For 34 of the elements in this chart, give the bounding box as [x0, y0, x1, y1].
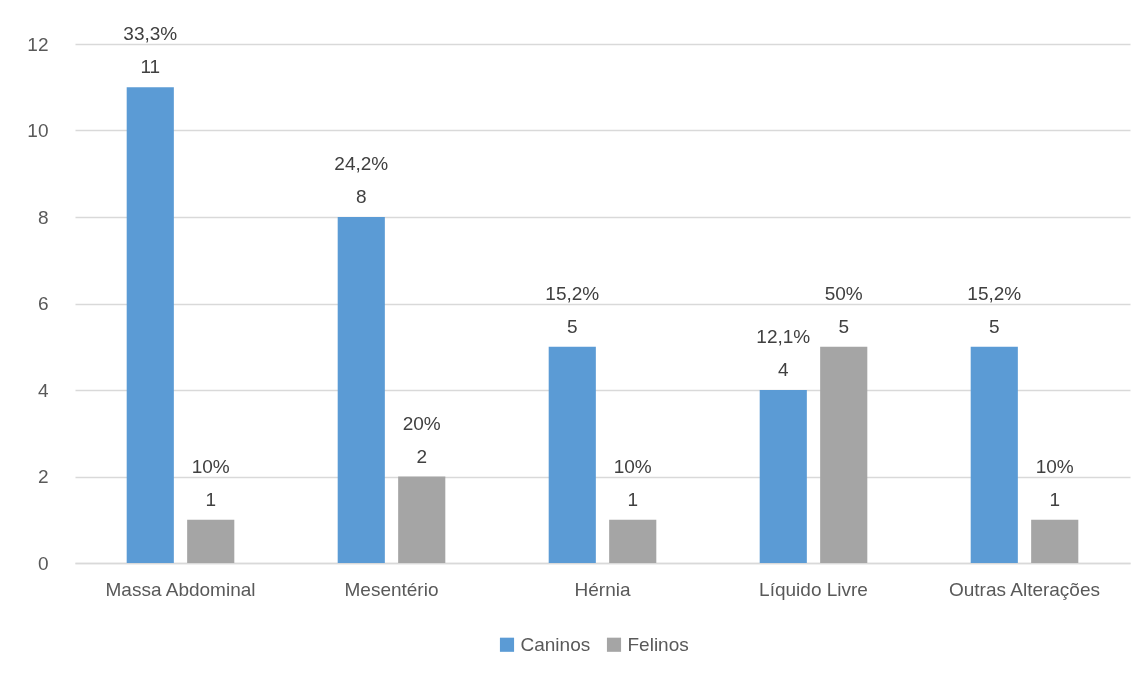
- data-label: 15,2% 5: [967, 282, 1022, 337]
- data-label: 15,2% 5: [545, 282, 600, 337]
- bar: [970, 346, 1018, 563]
- x-tick-label: Mesentério: [344, 578, 439, 600]
- y-tick-label: 12: [27, 33, 49, 55]
- bar: [126, 87, 174, 563]
- bar: [548, 346, 596, 563]
- data-label: 20% 2: [402, 412, 441, 467]
- bar: [759, 390, 807, 563]
- y-tick-label: 10: [27, 120, 49, 141]
- bar: [609, 519, 657, 563]
- y-tick-label: 4: [37, 379, 49, 401]
- x-tick-label: Hérnia: [574, 578, 631, 600]
- data-label: 10% 1: [613, 455, 652, 510]
- y-tick-label: 8: [37, 206, 49, 228]
- data-label: 33,3% 11: [123, 23, 178, 78]
- legend-label: Felinos: [627, 633, 689, 655]
- data-label: 24,2% 8: [334, 153, 389, 207]
- bar: [820, 346, 868, 563]
- x-tick-label: Massa Abdominal: [105, 578, 256, 600]
- y-tick-label: 2: [37, 466, 49, 487]
- bar: [337, 217, 385, 563]
- data-label: 10% 1: [1035, 455, 1074, 510]
- y-tick-label: 0: [37, 552, 49, 574]
- x-tick-label: Outras Alterações: [948, 578, 1101, 600]
- data-label: 50% 5: [824, 282, 863, 337]
- bar: [187, 519, 235, 563]
- data-label: 12,1% 4: [756, 326, 811, 380]
- legend-label: Caninos: [520, 633, 591, 655]
- data-label: 10% 1: [191, 455, 230, 510]
- y-tick-label: 6: [37, 293, 49, 314]
- bar: [398, 476, 446, 563]
- bar: [1031, 519, 1079, 563]
- x-tick-label: Líquido Livre: [759, 578, 868, 600]
